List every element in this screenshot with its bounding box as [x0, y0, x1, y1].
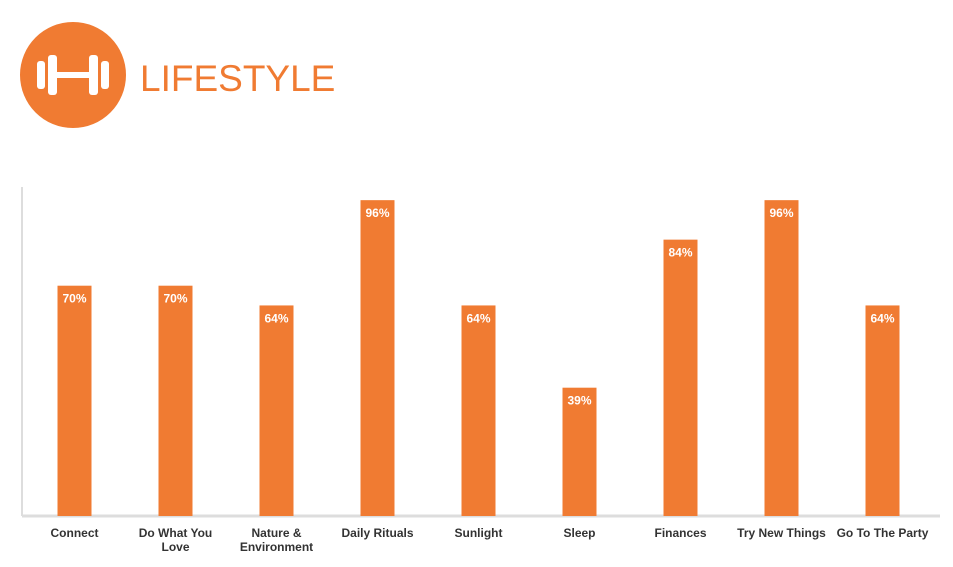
bar [360, 200, 395, 516]
x-tick-label: Finances [654, 526, 707, 540]
x-tick-label: Sunlight [454, 526, 503, 540]
value-label: 70% [163, 292, 187, 306]
x-tick-label: Daily Rituals [341, 526, 414, 540]
value-label: 64% [870, 311, 894, 325]
bar [865, 305, 900, 516]
logo [20, 22, 126, 128]
value-label: 84% [668, 246, 692, 260]
bar [57, 285, 92, 516]
x-tick-label: Connect [50, 526, 99, 540]
bar [461, 305, 496, 516]
bar [259, 305, 294, 516]
value-label: 96% [769, 206, 793, 220]
bar [562, 387, 597, 516]
bar [764, 200, 799, 516]
value-label: 64% [466, 311, 490, 325]
value-label: 70% [62, 292, 86, 306]
value-label: 96% [365, 206, 389, 220]
bar [158, 285, 193, 516]
chart-title: LIFESTYLE [140, 58, 335, 99]
bar [663, 239, 698, 516]
x-tick-label: Try New Things [737, 526, 826, 540]
x-tick-label: Sleep [563, 526, 596, 540]
value-label: 64% [264, 311, 288, 325]
value-label: 39% [567, 394, 591, 408]
x-tick-label: Nature & Environment [239, 526, 314, 554]
x-tick-label: Go To The Party [836, 526, 929, 540]
x-tick-label: Do What You Love [138, 526, 213, 554]
